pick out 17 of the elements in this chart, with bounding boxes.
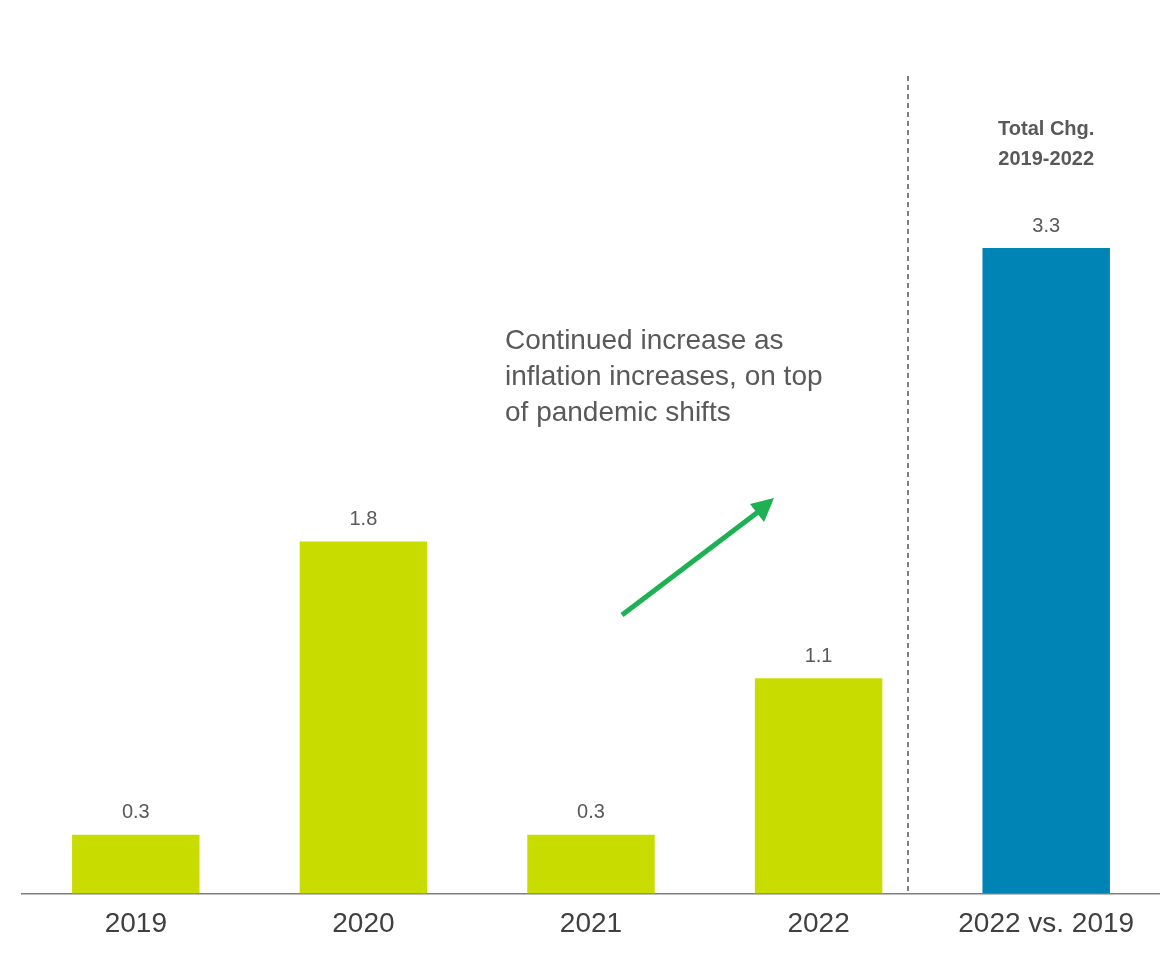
x-tick-label: 2022 xyxy=(787,906,850,938)
x-tick-label: 2022 vs. 2019 xyxy=(958,906,1135,938)
bar xyxy=(299,541,428,894)
text: Total Chg. 2019-2022 xyxy=(997,116,1096,171)
data-label: 0.3 xyxy=(121,800,150,823)
bar xyxy=(982,248,1110,894)
data-label: 1.8 xyxy=(349,506,378,529)
annotation: Continued increase as inflation increases, on top of pandemic shifts xyxy=(505,323,824,429)
x-tick-label: 2019 xyxy=(104,906,167,938)
x-tick-label: 2021 xyxy=(559,906,623,938)
x-tick-label: 2020 xyxy=(332,906,395,938)
data-label: 1.1 xyxy=(804,643,833,666)
data-label: 3.3 xyxy=(1032,213,1061,236)
data-label: 0.3 xyxy=(577,800,605,823)
bar xyxy=(754,678,883,894)
bar xyxy=(72,834,200,894)
bar xyxy=(527,834,655,894)
